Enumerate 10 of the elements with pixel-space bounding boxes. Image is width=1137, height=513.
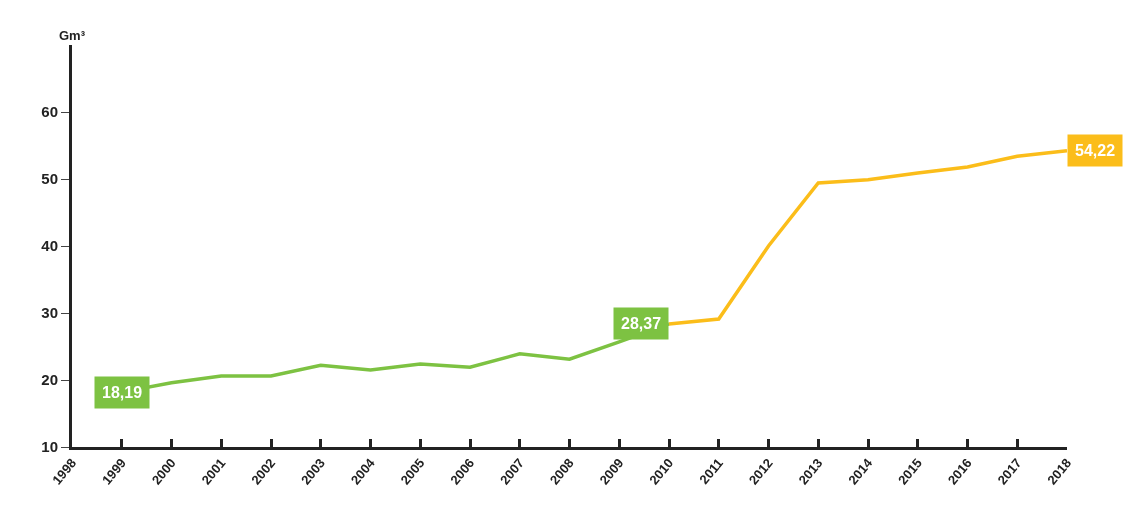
- y-tick-label: 10: [41, 438, 58, 456]
- y-tick-label: 40: [41, 237, 58, 255]
- y-tick-label: 60: [41, 103, 58, 121]
- data-label: 28,37: [621, 315, 662, 332]
- data-label: 54,22: [1075, 142, 1116, 159]
- data-label: 18,19: [102, 384, 143, 401]
- y-tick-label: 30: [41, 304, 58, 322]
- y-tick-label: 20: [41, 371, 58, 389]
- y-tick-label: 50: [41, 170, 58, 188]
- y-axis-title: Gm³: [59, 28, 86, 43]
